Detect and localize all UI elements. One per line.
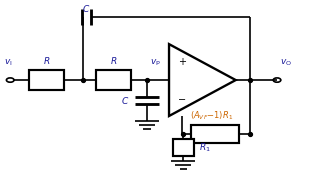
- Text: $C$: $C$: [82, 3, 91, 14]
- Text: $v_{\rm P}$: $v_{\rm P}$: [150, 58, 161, 68]
- Text: +: +: [178, 57, 186, 67]
- Text: $R_1$: $R_1$: [199, 141, 211, 154]
- Bar: [29, 70, 64, 90]
- Text: $R$: $R$: [110, 55, 117, 66]
- Text: $v_{\rm O}$: $v_{\rm O}$: [280, 58, 292, 68]
- Bar: [173, 139, 194, 156]
- Text: $C$: $C$: [121, 95, 129, 106]
- Text: $(A_{VF}{-}1)R_1$: $(A_{VF}{-}1)R_1$: [190, 110, 234, 122]
- Bar: [191, 125, 239, 143]
- Text: $R$: $R$: [43, 55, 50, 66]
- Text: $v_{\rm I}$: $v_{\rm I}$: [4, 58, 13, 68]
- Bar: [96, 70, 131, 90]
- Text: $-$: $-$: [177, 93, 186, 103]
